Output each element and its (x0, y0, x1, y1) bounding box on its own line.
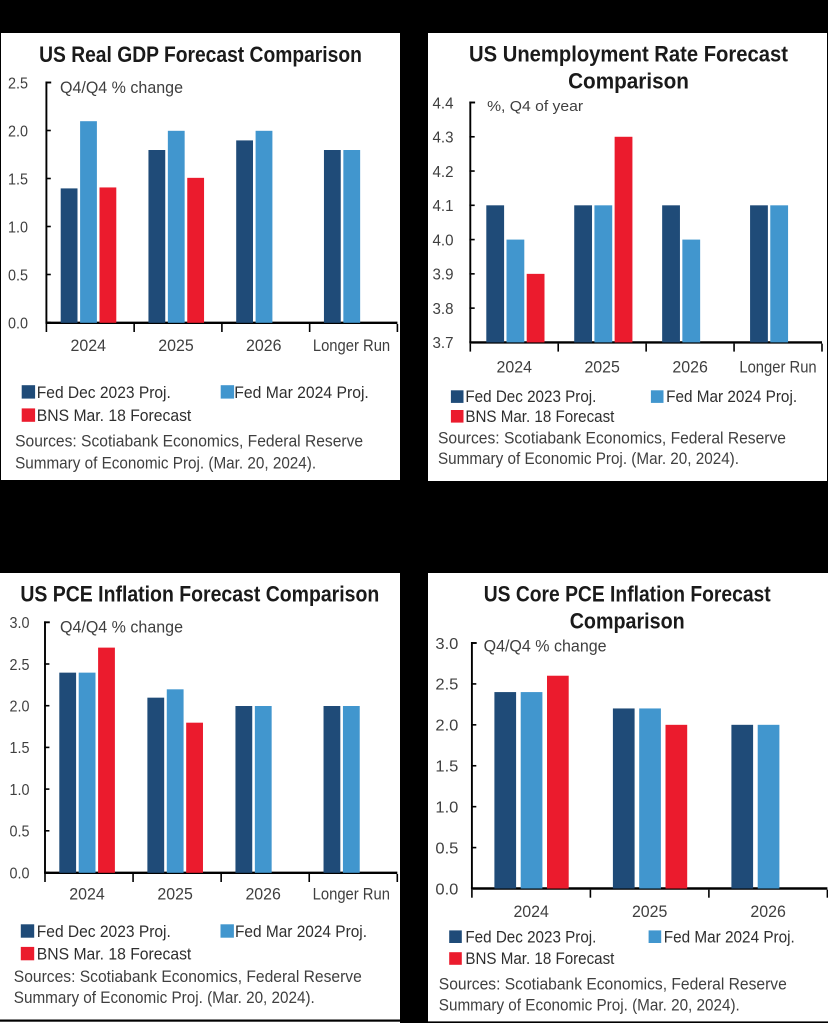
svg-text:1.0: 1.0 (435, 800, 458, 817)
svg-text:0.0: 0.0 (435, 881, 458, 898)
svg-text:Sources: Scotiabank Economics,: Sources: Scotiabank Economics, Federal R… (15, 431, 363, 450)
svg-text:2026: 2026 (750, 902, 786, 921)
svg-text:0.5: 0.5 (10, 824, 30, 841)
svg-text:4.4: 4.4 (433, 95, 454, 112)
svg-text:US PCE Inflation Forecast Comp: US PCE Inflation Forecast Comparison (20, 582, 379, 607)
svg-text:2024: 2024 (497, 357, 533, 376)
svg-text:2024: 2024 (69, 885, 105, 904)
svg-text:Q4/Q4 % change: Q4/Q4 % change (60, 618, 183, 637)
svg-text:Fed Mar 2024 Proj.: Fed Mar 2024 Proj. (235, 922, 367, 941)
svg-text:BNS Mar. 18 Forecast: BNS Mar. 18 Forecast (37, 406, 192, 425)
svg-text:1.5: 1.5 (435, 759, 458, 776)
svg-text:BNS Mar. 18 Forecast: BNS Mar. 18 Forecast (37, 945, 192, 964)
svg-text:Q4/Q4 % change: Q4/Q4 % change (484, 637, 607, 656)
svg-text:3.7: 3.7 (433, 335, 454, 352)
svg-text:1.0: 1.0 (8, 219, 28, 236)
svg-text:3.0: 3.0 (435, 636, 458, 653)
svg-text:US Real GDP Forecast Compariso: US Real GDP Forecast Comparison (39, 42, 362, 67)
svg-text:2.5: 2.5 (8, 75, 28, 92)
svg-text:Fed Dec 2023 Proj.: Fed Dec 2023 Proj. (465, 927, 596, 946)
svg-text:2025: 2025 (157, 885, 193, 904)
svg-text:1.5: 1.5 (10, 740, 30, 757)
svg-text:Summary of Economic Proj. (Mar: Summary of Economic Proj. (Mar. 20, 2024… (14, 988, 315, 1007)
svg-text:BNS Mar. 18 Forecast: BNS Mar. 18 Forecast (465, 407, 614, 426)
svg-text:2026: 2026 (245, 885, 281, 904)
svg-text:1.0: 1.0 (10, 782, 30, 799)
svg-text:Fed Dec 2023 Proj.: Fed Dec 2023 Proj. (465, 387, 596, 406)
svg-text:4.2: 4.2 (433, 164, 454, 181)
svg-text:3.8: 3.8 (433, 301, 454, 318)
svg-text:Summary of Economic Proj. (Mar: Summary of Economic Proj. (Mar. 20, 2024… (438, 449, 739, 468)
svg-text:Summary of Economic Proj. (Mar: Summary of Economic Proj. (Mar. 20, 2024… (15, 454, 316, 473)
svg-text:Sources: Scotiabank Economics,: Sources: Scotiabank Economics, Federal R… (439, 974, 787, 993)
svg-text:4.3: 4.3 (433, 130, 454, 147)
svg-text:2026: 2026 (672, 357, 708, 376)
svg-text:2.0: 2.0 (435, 718, 458, 735)
svg-text:BNS Mar. 18 Forecast: BNS Mar. 18 Forecast (465, 949, 614, 968)
svg-text:US Unemployment Rate Forecast: US Unemployment Rate Forecast (469, 42, 788, 67)
svg-text:Sources: Scotiabank Economics,: Sources: Scotiabank Economics, Federal R… (14, 967, 362, 986)
svg-text:2024: 2024 (71, 336, 107, 355)
svg-text:Comparison: Comparison (568, 69, 689, 94)
svg-text:Fed Mar 2024 Proj.: Fed Mar 2024 Proj. (234, 383, 368, 402)
svg-text:2024: 2024 (513, 902, 549, 921)
svg-text:Longer Run: Longer Run (739, 357, 816, 376)
svg-text:2025: 2025 (158, 336, 194, 355)
svg-text:1.5: 1.5 (8, 171, 28, 188)
svg-text:3.0: 3.0 (10, 615, 30, 632)
svg-text:2.5: 2.5 (10, 657, 30, 674)
svg-text:Longer Run: Longer Run (313, 336, 390, 355)
svg-text:2.0: 2.0 (10, 699, 30, 716)
svg-text:3.9: 3.9 (433, 267, 454, 284)
svg-text:%, Q4 of year: %, Q4 of year (487, 98, 583, 115)
svg-text:Fed Dec 2023 Proj.: Fed Dec 2023 Proj. (37, 383, 171, 402)
svg-text:2.0: 2.0 (8, 123, 28, 140)
svg-text:2026: 2026 (246, 336, 282, 355)
svg-text:0.0: 0.0 (8, 315, 28, 332)
svg-text:Fed Mar 2024 Proj.: Fed Mar 2024 Proj. (664, 927, 795, 946)
svg-text:Summary of Economic Proj. (Mar: Summary of Economic Proj. (Mar. 20, 2024… (439, 996, 740, 1015)
svg-text:2025: 2025 (632, 902, 668, 921)
svg-text:0.5: 0.5 (8, 267, 28, 284)
svg-text:Comparison: Comparison (570, 609, 685, 634)
svg-text:2.5: 2.5 (435, 677, 458, 694)
svg-text:Fed Mar 2024 Proj.: Fed Mar 2024 Proj. (666, 387, 797, 406)
svg-text:Fed Dec 2023 Proj.: Fed Dec 2023 Proj. (37, 922, 171, 941)
svg-text:4.0: 4.0 (433, 232, 454, 249)
svg-text:US Core PCE Inflation Forecast: US Core PCE Inflation Forecast (484, 582, 771, 607)
svg-text:0.0: 0.0 (10, 865, 30, 882)
svg-text:Sources: Scotiabank Economics,: Sources: Scotiabank Economics, Federal R… (438, 429, 786, 448)
svg-text:0.5: 0.5 (435, 840, 458, 857)
svg-text:Q4/Q4 % change: Q4/Q4 % change (60, 78, 183, 97)
svg-text:2025: 2025 (584, 357, 620, 376)
svg-text:4.1: 4.1 (433, 198, 454, 215)
svg-text:Longer Run: Longer Run (313, 885, 390, 904)
